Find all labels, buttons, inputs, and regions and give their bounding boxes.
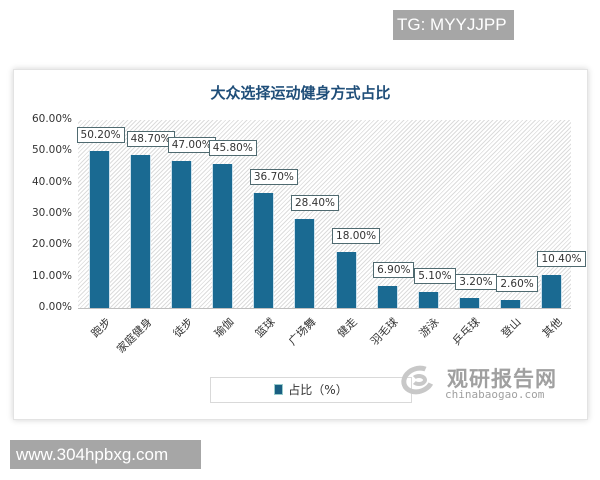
bar: [376, 286, 398, 308]
x-tick-label: 家庭健身: [113, 315, 155, 356]
data-label: 2.60%: [496, 275, 538, 292]
x-tick-label: 跑步: [88, 315, 114, 341]
x-tick-label: 登山: [499, 315, 524, 341]
logo-name: 观研报告网: [447, 367, 557, 391]
bar: [458, 297, 480, 308]
bar: [417, 292, 439, 308]
x-tick-label: 广场舞: [286, 315, 319, 348]
legend-swatch-icon: [274, 384, 284, 395]
data-label: 18.00%: [332, 227, 381, 244]
logo-domain: chinabaogao.com: [445, 388, 545, 401]
bar: [499, 299, 521, 308]
data-label: 10.40%: [537, 251, 586, 268]
data-label: 5.10%: [414, 268, 456, 285]
y-tick-label: 30.00%: [31, 207, 72, 219]
x-tick-label: 羽毛球: [368, 315, 401, 348]
x-tick-label: 瑜伽: [211, 315, 237, 341]
bar: [130, 155, 152, 308]
x-axis-line: [78, 308, 571, 309]
bar: [253, 193, 275, 308]
data-label: 28.40%: [290, 195, 339, 211]
bar: [540, 275, 562, 308]
bar: [89, 150, 111, 308]
x-tick-label: 徒步: [170, 315, 196, 341]
chart-frame: 大众选择运动健身方式占比 0.00% 10.00% 20.00% 30.00% 40.0…: [13, 69, 588, 420]
data-label: 3.20%: [455, 273, 497, 290]
data-label: 48.70%: [126, 131, 175, 148]
y-tick-label: 20.00%: [31, 238, 72, 251]
chart-title: 大众选择运动健身方式占比: [210, 84, 391, 102]
x-tick-label: 其他: [540, 315, 566, 341]
bar: [171, 160, 193, 308]
data-label: 45.80%: [208, 140, 257, 157]
x-tick-label: 健走: [334, 315, 360, 341]
y-tick-label: 10.00%: [31, 269, 72, 282]
data-label: 50.20%: [76, 126, 125, 143]
x-tick-label: 乒乓球: [450, 315, 483, 348]
y-tick-label: 40.00%: [31, 175, 72, 188]
watermark-top-right: TG: MYYJJPP: [393, 10, 514, 40]
data-label: 36.70%: [249, 169, 298, 185]
data-label: 6.90%: [373, 262, 415, 279]
chart-legend: 占比（%）: [210, 377, 412, 403]
x-tick-label: 游泳: [417, 315, 442, 341]
watermark-bottom-left: www.304hpbxg.com: [10, 440, 201, 469]
eye-logo-inner-icon: [411, 374, 427, 386]
bar: [212, 164, 234, 308]
y-tick-label: 60.00%: [31, 113, 72, 125]
y-tick-label: 50.00%: [31, 144, 72, 157]
y-tick-label: 0.00%: [38, 301, 72, 313]
publisher-logo: 观研报告网 chinabaogao.com: [397, 361, 569, 403]
data-label: 47.00%: [167, 136, 216, 153]
bar: [335, 251, 357, 308]
legend-label: 占比（%）: [288, 383, 348, 397]
bar: [294, 219, 316, 308]
x-tick-label: 篮球: [252, 315, 278, 341]
